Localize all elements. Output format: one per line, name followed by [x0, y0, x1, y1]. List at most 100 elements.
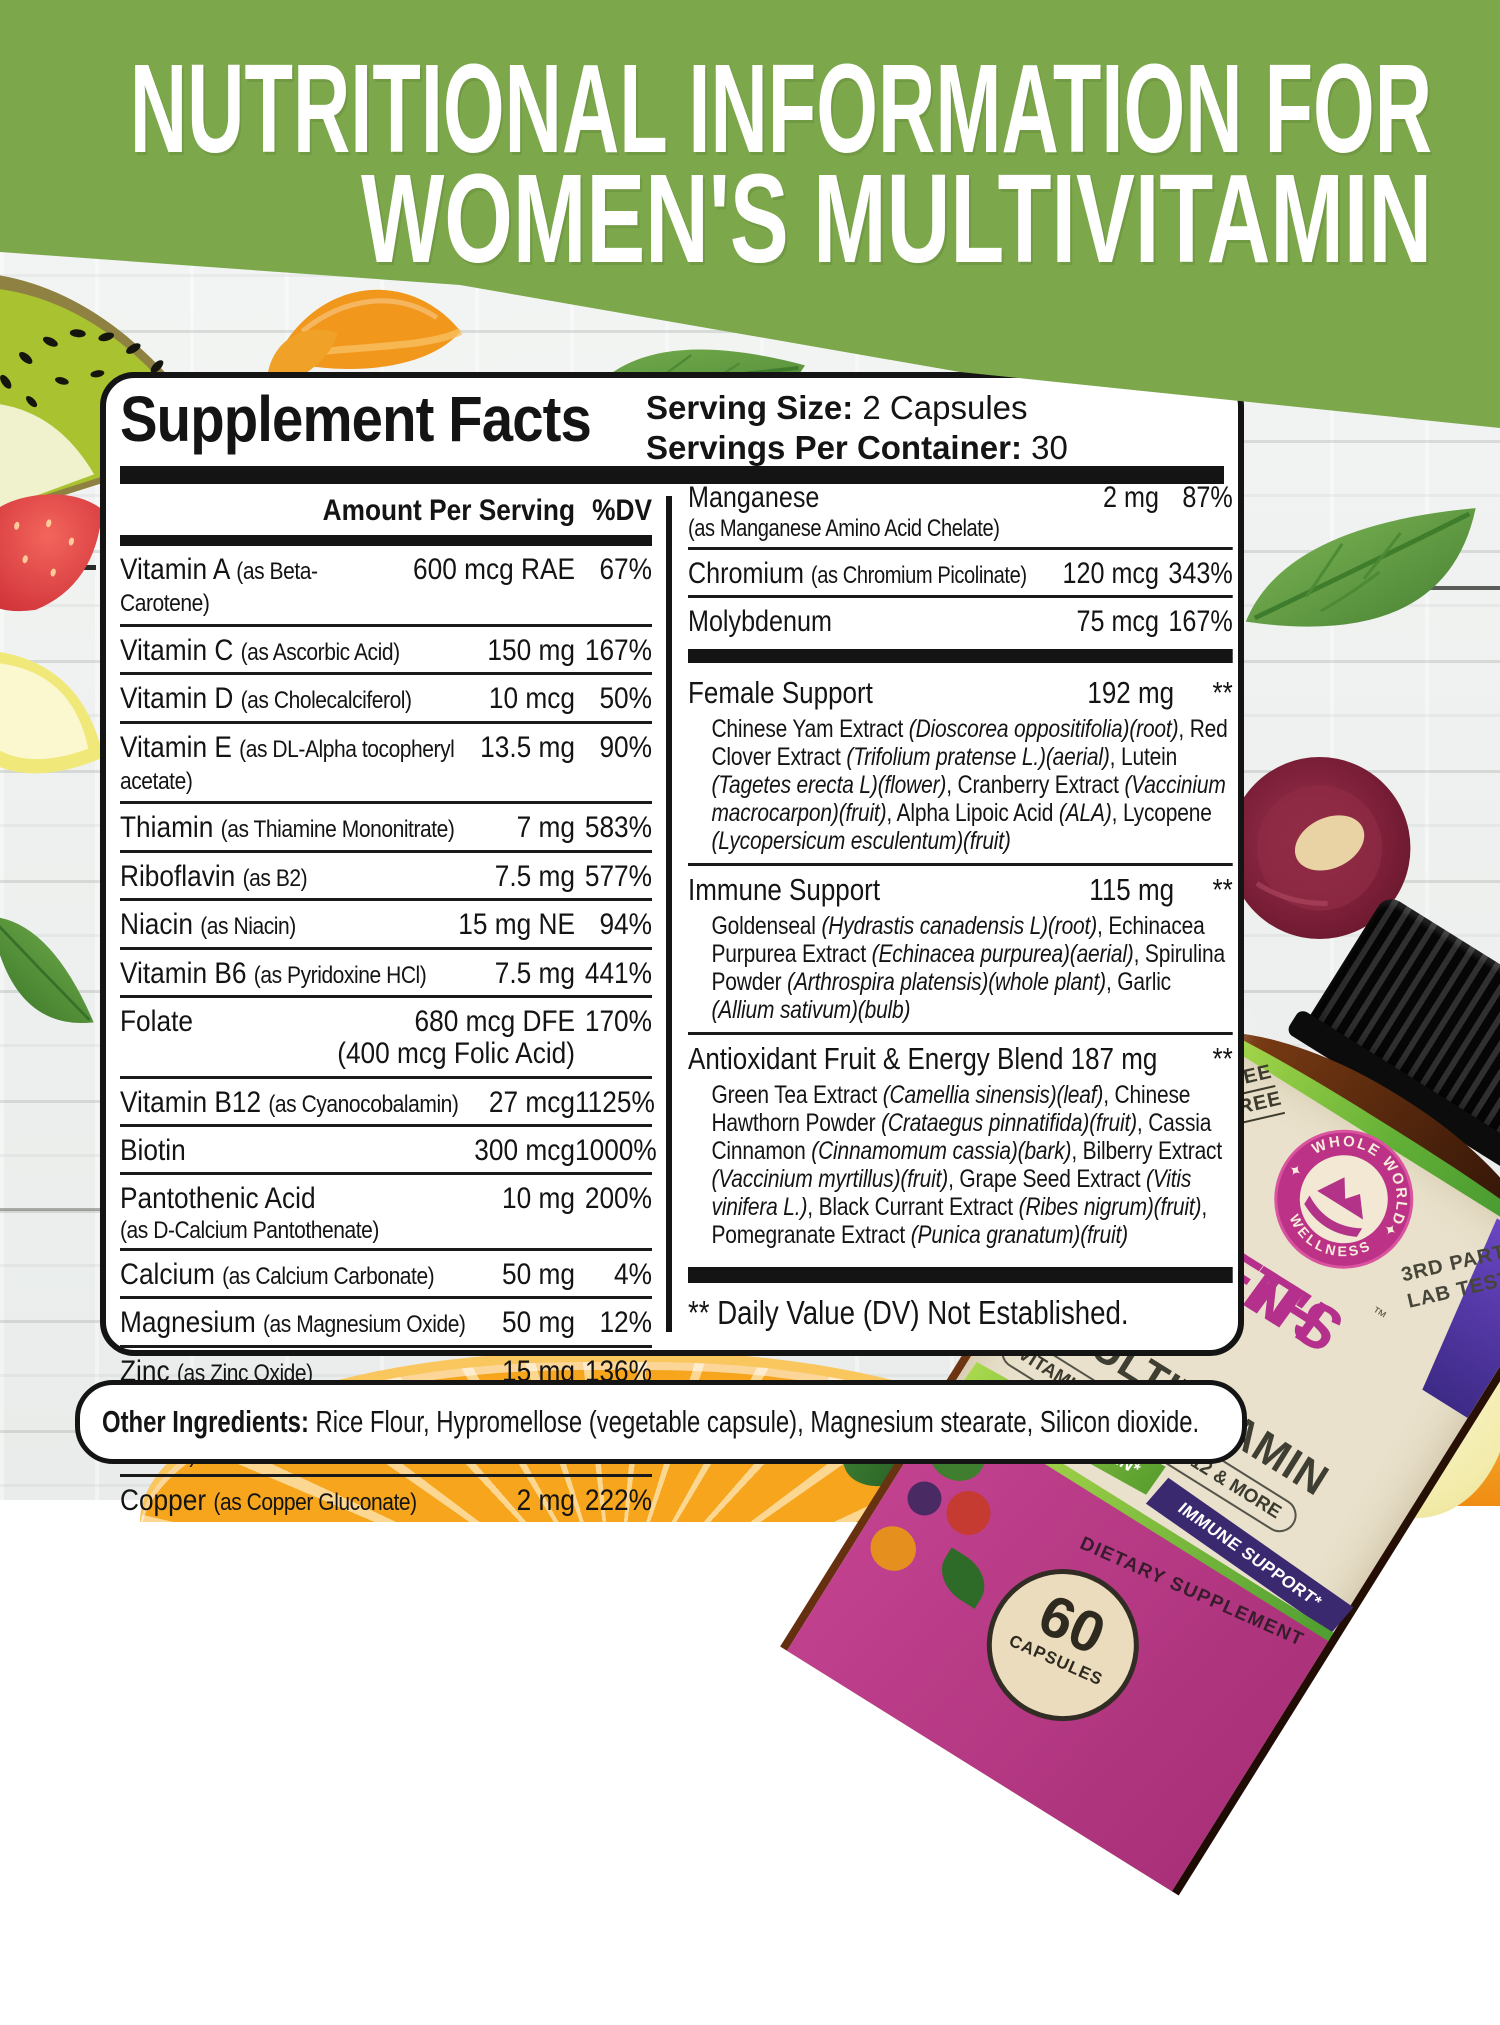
blend-section: Antioxidant Fruit & Energy Blend 187 mg …	[688, 1032, 1233, 1257]
dv-footnote: ** Daily Value (DV) Not Established.	[688, 1289, 1233, 1332]
nutrient-dv: 343%	[1159, 558, 1233, 590]
nutrient-row: Vitamin D (as Cholecalciferol) 10 mcg 50…	[120, 672, 652, 720]
supplement-facts-title: Supplement Facts	[120, 382, 591, 456]
nutrient-amount: 10 mg	[502, 1182, 575, 1215]
nutrient-name: Vitamin A	[120, 553, 229, 586]
blend-name: Immune Support	[688, 872, 1081, 908]
nutrient-amount: 15 mg NE	[458, 908, 575, 941]
nutrient-amount: 75 mcg	[1068, 606, 1159, 638]
nutrient-row: Riboflavin (as B2) 7.5 mg 577%	[120, 850, 652, 898]
nutrient-dv: 583%	[575, 812, 652, 844]
blend-ingredients: Goldenseal (Hydrastis canadensis L)(root…	[688, 910, 1233, 1032]
nutrient-name: Vitamin C	[120, 634, 233, 667]
nutrient-row: Vitamin E (as DL-Alpha tocopheryl acetat…	[120, 721, 652, 802]
nutrient-row: Biotin 300 mcg 1000%	[120, 1124, 652, 1172]
nutrient-row: Niacin (as Niacin) 15 mg NE 94%	[120, 898, 652, 946]
nutrient-amount: 680 mcg DFE	[415, 1005, 575, 1038]
nutrient-form: (as Chromium Picolinate)	[811, 562, 1027, 589]
nutrient-name: Copper	[120, 1484, 206, 1517]
nutrient-amount: 7.5 mg	[495, 860, 575, 893]
nutrient-row: Calcium (as Calcium Carbonate) 50 mg 4%	[120, 1248, 652, 1296]
banner-line2: WOMEN'S MULTIVITAMIN	[361, 156, 1432, 282]
nutrient-row: Magnesium (as Magnesium Oxide) 50 mg 12%	[120, 1296, 652, 1344]
nutrient-name: Chromium	[688, 557, 804, 590]
nutrient-row: Vitamin B6 (as Pyridoxine HCl) 7.5 mg 44…	[120, 947, 652, 995]
nutrient-form: (as Thiamine Mononitrate)	[221, 816, 455, 843]
nutrient-row: Molybdenum 75 mcg 167%	[688, 595, 1233, 643]
blend-ingredients: Chinese Yam Extract (Dioscorea oppositif…	[688, 713, 1233, 863]
blend-dv: **	[1174, 1041, 1233, 1077]
blend-dv: **	[1174, 675, 1233, 711]
nutrient-dv: 170%	[575, 1006, 652, 1038]
nutrient-dv: 222%	[575, 1485, 652, 1517]
nutrient-form-sub: (as D-Calcium Pantothenate)	[120, 1218, 493, 1243]
nutrient-amount: 27 mcg	[489, 1086, 575, 1119]
nutrient-amount: 2 mg	[517, 1484, 575, 1517]
nutrient-form: (as Cyanocobalamin)	[268, 1091, 458, 1118]
supplement-facts-panel: Supplement Facts Serving Size: 2 Capsule…	[100, 372, 1244, 1356]
nutrient-amount: 600 mcg RAE	[413, 553, 575, 586]
serving-info: Serving Size: 2 Capsules Servings Per Co…	[646, 388, 1068, 469]
nutrient-dv: 167%	[575, 635, 652, 667]
lemon-wedge	[0, 627, 113, 789]
nutrient-name: Vitamin B6	[120, 957, 246, 990]
nutrient-amount: 300 mcg	[474, 1134, 575, 1167]
other-ingredients-box: Other Ingredients: Rice Flour, Hypromell…	[75, 1380, 1247, 1464]
nutrient-form: (as Cholecalciferol)	[241, 687, 412, 714]
other-ingredients-label: Other Ingredients:	[102, 1404, 309, 1439]
blend-section: Immune Support 115 mg ** Goldenseal (Hyd…	[688, 863, 1233, 1032]
blend-name: Female Support	[688, 675, 1079, 711]
nutrient-dv: 1000%	[575, 1135, 652, 1167]
blend-amount: 115 mg	[1081, 872, 1174, 908]
nutrient-amount: 50 mg	[502, 1258, 575, 1291]
nutrient-row: Chromium (as Chromium Picolinate) 120 mc…	[688, 547, 1233, 595]
nutrient-amount: 7 mg	[517, 811, 575, 844]
nutrient-dv: 1125%	[575, 1087, 652, 1119]
nutrient-amount-alt: (400 mcg Folic Acid)	[337, 1038, 575, 1070]
nutrient-name: Folate	[120, 1005, 193, 1038]
nutrient-name: Niacin	[120, 908, 193, 941]
blend-dv: **	[1174, 872, 1233, 908]
nutrient-amount: 2 mg	[1095, 482, 1159, 514]
nutrient-rows: Manganese (as Manganese Amino Acid Chela…	[688, 474, 1233, 643]
nutrient-row: Thiamin (as Thiamine Mononitrate) 7 mg 5…	[120, 801, 652, 849]
nutrient-form: (as Ascorbic Acid)	[241, 639, 400, 666]
blend-ingredients: Green Tea Extract (Camellia sinensis)(le…	[688, 1079, 1233, 1257]
nutrient-form: (as B2)	[243, 865, 308, 892]
nutrient-row: Vitamin A (as Beta-Carotene) 600 mcg RAE…	[120, 546, 652, 624]
nutrient-name: Pantothenic Acid	[120, 1182, 316, 1215]
nutrient-amount: 150 mg	[487, 634, 575, 667]
nutrient-name: Manganese	[688, 481, 819, 514]
nutrient-amount: 7.5 mg	[495, 957, 575, 990]
nutrient-dv: 90%	[575, 732, 652, 764]
column-header: Amount Per Serving %DV	[120, 492, 652, 532]
divider-bar	[688, 649, 1233, 663]
nutrient-amount: 120 mcg	[1054, 558, 1159, 590]
nutrient-name: Riboflavin	[120, 860, 235, 893]
nutrient-name: Thiamin	[120, 811, 213, 844]
nutrient-name: Vitamin D	[120, 682, 233, 715]
nutrient-form: (as Niacin)	[200, 913, 296, 940]
blend-section: Female Support 192 mg ** Chinese Yam Ext…	[688, 669, 1233, 863]
nutrient-row: Pantothenic Acid (as D-Calcium Pantothen…	[120, 1172, 652, 1248]
nutrient-row: Folate 680 mcg DFE(400 mcg Folic Acid) 1…	[120, 995, 652, 1076]
column-divider	[666, 496, 672, 1332]
nutrient-dv: 200%	[575, 1183, 652, 1215]
nutrients-column-left: Amount Per Serving %DV Vitamin A (as Bet…	[120, 492, 652, 1522]
nutrient-amount: 13.5 mg	[480, 731, 575, 764]
divider-bar	[688, 1267, 1233, 1283]
nutrient-row: Vitamin B12 (as Cyanocobalamin) 27 mcg 1…	[120, 1076, 652, 1124]
nutrient-dv: 441%	[575, 958, 652, 990]
nutrient-form: (as Pyridoxine HCl)	[254, 962, 427, 989]
nutrient-name: Vitamin B12	[120, 1086, 261, 1119]
nutrient-dv: 12%	[575, 1307, 652, 1339]
nutrient-name: Calcium	[120, 1258, 215, 1291]
nutrient-row: Manganese (as Manganese Amino Acid Chela…	[688, 474, 1233, 547]
blend-sections: Female Support 192 mg ** Chinese Yam Ext…	[688, 669, 1233, 1257]
nutrient-form: (as Magnesium Oxide)	[263, 1311, 465, 1338]
nutrient-form: (as Calcium Carbonate)	[222, 1263, 434, 1290]
nutrient-amount: 50 mg	[502, 1306, 575, 1339]
nutrients-column-right: Manganese (as Manganese Amino Acid Chela…	[688, 474, 1233, 1332]
nutrient-dv: 577%	[575, 861, 652, 893]
nutrient-rows: Vitamin A (as Beta-Carotene) 600 mcg RAE…	[120, 546, 652, 1522]
